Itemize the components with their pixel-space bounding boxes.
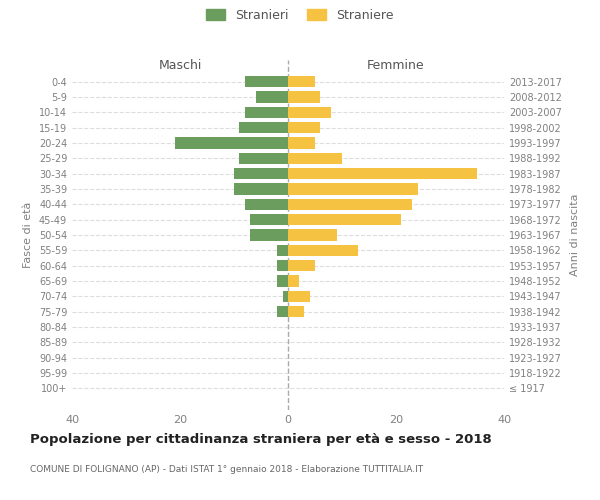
Bar xyxy=(283,290,288,302)
Bar xyxy=(288,276,299,287)
Bar xyxy=(250,229,288,241)
Bar xyxy=(234,168,288,179)
Bar xyxy=(239,122,288,134)
Bar xyxy=(288,198,412,210)
Legend: Stranieri, Straniere: Stranieri, Straniere xyxy=(206,8,394,22)
Bar xyxy=(277,244,288,256)
Bar xyxy=(288,260,315,272)
Bar xyxy=(288,106,331,118)
Bar xyxy=(256,91,288,102)
Bar xyxy=(288,152,342,164)
Bar xyxy=(288,91,320,102)
Bar xyxy=(288,306,304,318)
Y-axis label: Anni di nascita: Anni di nascita xyxy=(570,194,580,276)
Text: Popolazione per cittadinanza straniera per età e sesso - 2018: Popolazione per cittadinanza straniera p… xyxy=(30,432,492,446)
Bar xyxy=(245,198,288,210)
Bar xyxy=(288,244,358,256)
Bar xyxy=(288,168,477,179)
Bar xyxy=(239,152,288,164)
Text: Maschi: Maschi xyxy=(158,60,202,72)
Bar xyxy=(175,137,288,148)
Bar xyxy=(288,76,315,88)
Bar xyxy=(288,137,315,148)
Bar xyxy=(245,106,288,118)
Bar xyxy=(288,290,310,302)
Bar xyxy=(250,214,288,226)
Bar xyxy=(277,276,288,287)
Bar xyxy=(245,76,288,88)
Text: COMUNE DI FOLIGNANO (AP) - Dati ISTAT 1° gennaio 2018 - Elaborazione TUTTITALIA.: COMUNE DI FOLIGNANO (AP) - Dati ISTAT 1°… xyxy=(30,466,423,474)
Bar xyxy=(288,229,337,241)
Y-axis label: Fasce di età: Fasce di età xyxy=(23,202,33,268)
Bar xyxy=(288,183,418,194)
Bar xyxy=(277,260,288,272)
Bar xyxy=(288,214,401,226)
Text: Femmine: Femmine xyxy=(367,60,425,72)
Bar xyxy=(288,122,320,134)
Bar xyxy=(234,183,288,194)
Bar xyxy=(277,306,288,318)
